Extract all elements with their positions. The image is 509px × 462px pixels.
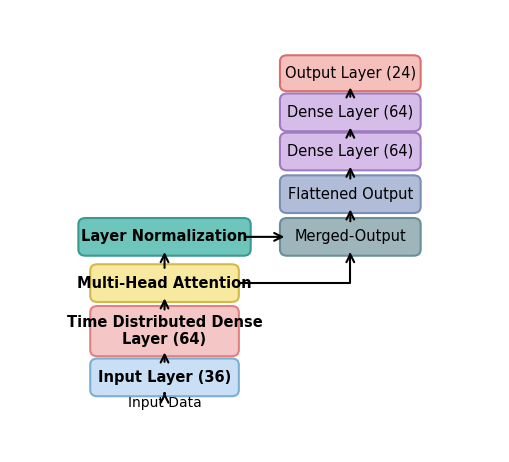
FancyBboxPatch shape	[90, 264, 238, 302]
Text: Output Layer (24): Output Layer (24)	[284, 66, 415, 81]
FancyBboxPatch shape	[279, 133, 420, 170]
FancyBboxPatch shape	[90, 306, 238, 356]
Text: Multi-Head Attention: Multi-Head Attention	[77, 276, 251, 291]
Text: Time Distributed Dense
Layer (64): Time Distributed Dense Layer (64)	[67, 315, 262, 347]
Text: Input Data: Input Data	[127, 396, 201, 410]
FancyBboxPatch shape	[279, 93, 420, 131]
FancyBboxPatch shape	[90, 359, 238, 396]
FancyBboxPatch shape	[279, 218, 420, 256]
Text: Dense Layer (64): Dense Layer (64)	[287, 105, 413, 120]
FancyBboxPatch shape	[279, 175, 420, 213]
Text: Layer Normalization: Layer Normalization	[81, 229, 247, 244]
Text: Input Layer (36): Input Layer (36)	[98, 370, 231, 385]
Text: Merged-Output: Merged-Output	[294, 229, 405, 244]
FancyBboxPatch shape	[78, 218, 250, 256]
Text: Dense Layer (64): Dense Layer (64)	[287, 144, 413, 159]
Text: Flattened Output: Flattened Output	[287, 187, 412, 202]
FancyBboxPatch shape	[279, 55, 420, 91]
